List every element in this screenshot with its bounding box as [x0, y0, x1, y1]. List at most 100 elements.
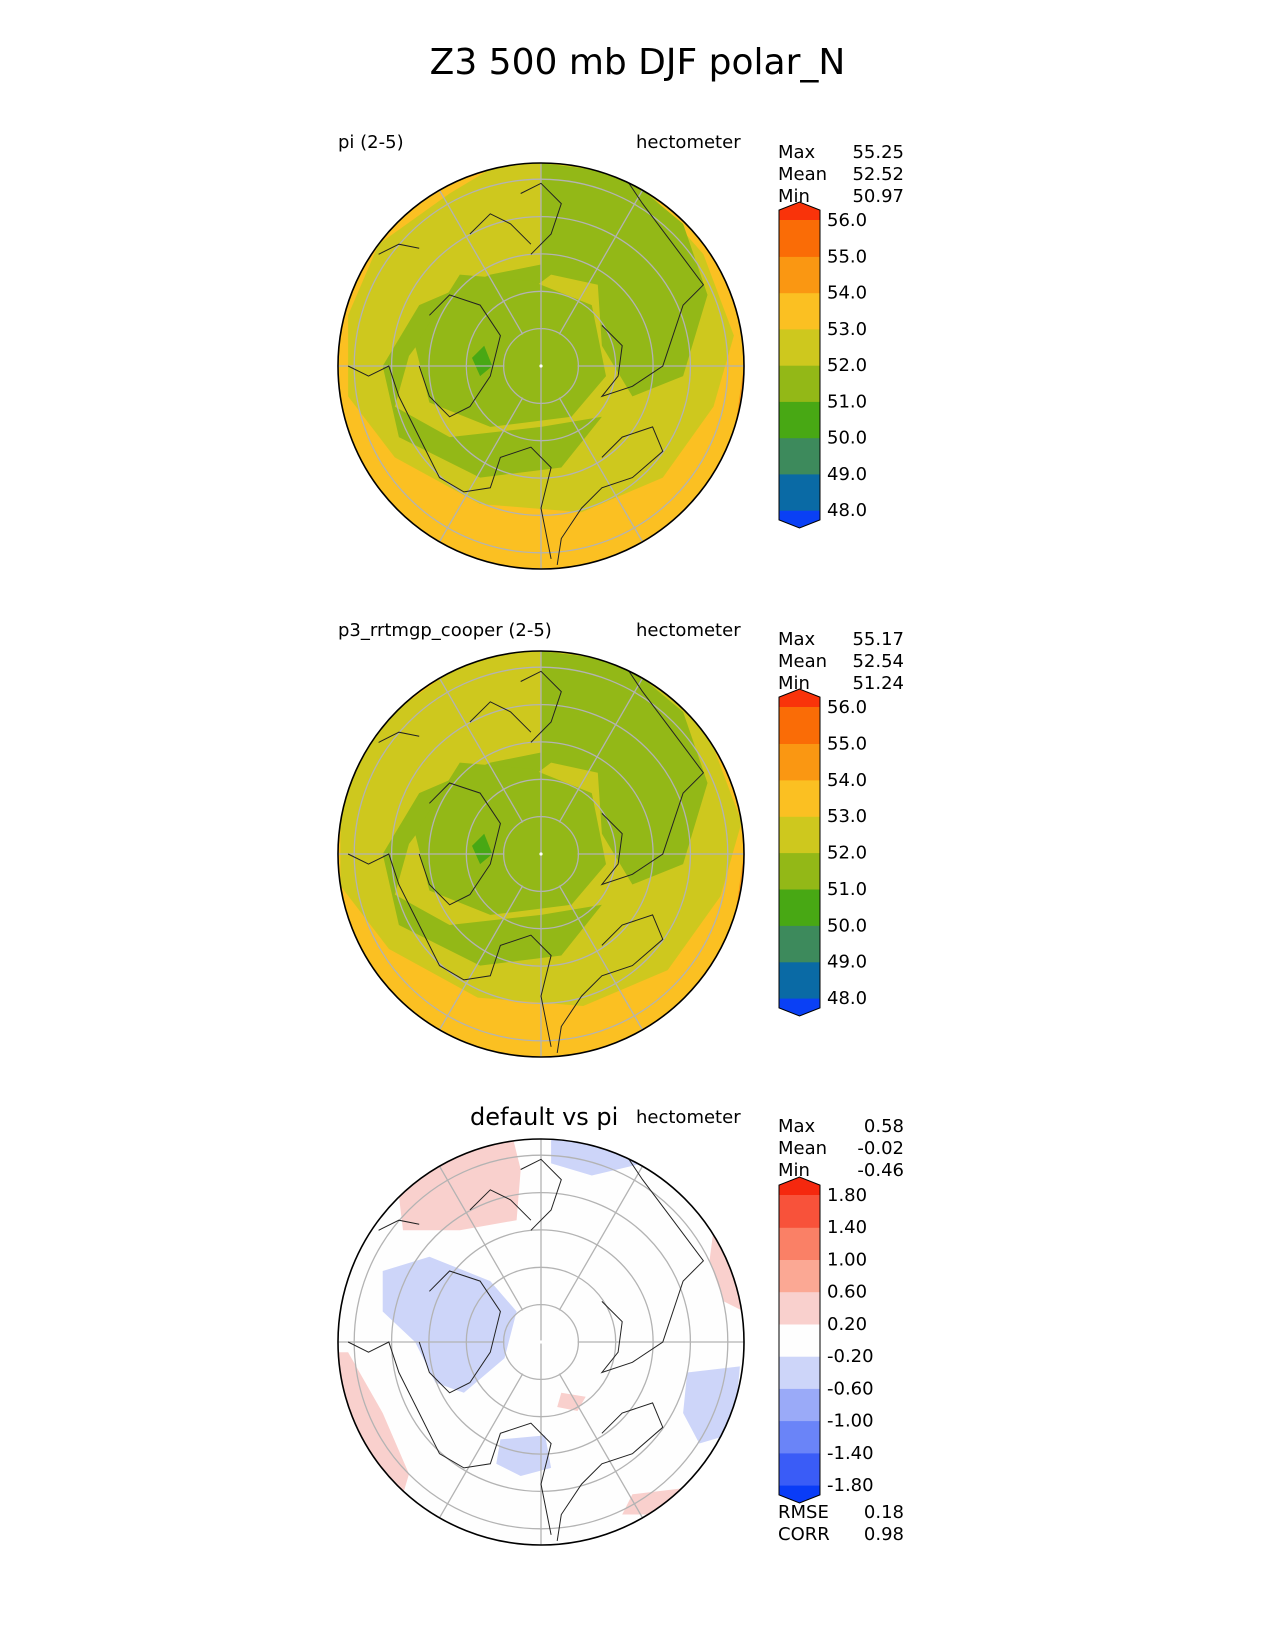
coastline	[520, 670, 562, 743]
figure-title: Z3 500 mb DJF polar_N	[429, 42, 846, 83]
stat-value: 50.97	[852, 186, 904, 207]
colorbar-tick-label: 54.0	[827, 283, 867, 304]
meridian-line	[558, 885, 644, 1031]
colorbar-outline	[778, 201, 821, 529]
stat-value: 52.52	[852, 164, 904, 185]
colorbar-tick-label: 53.0	[827, 319, 867, 340]
colorbar-tick-label: 56.0	[827, 210, 867, 231]
stat-label: CORR	[778, 1524, 830, 1545]
north-pole-marker	[539, 852, 543, 856]
coastline	[520, 182, 562, 255]
stat-value: 55.25	[852, 142, 904, 163]
map-boundary	[337, 1138, 745, 1546]
coastline	[418, 782, 501, 906]
colorbar-extend-max	[779, 202, 820, 220]
stat-label: RMSE	[778, 1502, 829, 1523]
colorbar-tick-label: -0.20	[827, 1346, 874, 1367]
stat-value: 52.54	[852, 651, 904, 672]
stat-value: 0.98	[863, 1524, 904, 1545]
colorbar-tick-label: -1.40	[827, 1443, 874, 1464]
colorbar-extend-max	[779, 689, 820, 707]
stat-value: 51.24	[852, 673, 904, 694]
colorbar-segment	[779, 292, 820, 330]
panel-3-units: hectometer	[636, 1107, 741, 1128]
meridian-line	[558, 189, 644, 335]
colorbar-segment	[779, 365, 820, 402]
north-pole-marker	[539, 1340, 543, 1344]
diff-positive-nw	[398, 1139, 521, 1231]
coastline	[469, 701, 532, 733]
stat-label: Max	[778, 1116, 816, 1137]
map-field	[338, 1139, 744, 1545]
colorbar-segment	[779, 1259, 820, 1293]
panel-3-diff-stats: RMSE 0.18 CORR 0.98	[778, 1502, 904, 1546]
colorbar-segment	[779, 256, 820, 294]
map-boundary	[337, 650, 745, 1058]
contour-54-band	[338, 345, 734, 561]
colorbar-tick-label: 0.60	[827, 1282, 867, 1303]
meridian-line	[438, 1165, 524, 1311]
meridian-line	[558, 1165, 644, 1311]
panel-2-units: hectometer	[636, 620, 741, 641]
colorbar-segment	[779, 437, 820, 475]
coastline	[556, 426, 664, 565]
meridian-line	[438, 885, 524, 1031]
stat-value: -0.02	[857, 1138, 904, 1159]
panel-1-units: hectometer	[636, 132, 741, 153]
colorbar-tick-label: 54.0	[827, 770, 867, 791]
contour-54-band	[338, 833, 734, 1049]
diff-positive-west	[338, 1352, 409, 1495]
colorbar-segment	[779, 1356, 820, 1389]
map-panel-2	[337, 650, 745, 1058]
colorbar-segment	[779, 1323, 820, 1357]
map-boundary	[337, 162, 745, 570]
map-panel-3	[337, 1138, 745, 1546]
colorbar-tick-label: 1.80	[827, 1185, 867, 1206]
map-panel-1	[337, 162, 745, 570]
meridian-line	[438, 1373, 524, 1519]
colorbar-segment	[779, 925, 820, 963]
coastline	[418, 1270, 501, 1394]
coastline	[378, 243, 420, 255]
stat-value: -0.46	[857, 1160, 904, 1181]
colorbar-tick-label: 1.00	[827, 1249, 867, 1270]
meridian-line	[438, 189, 524, 335]
colorbar-segment	[779, 888, 820, 926]
colorbar-tick-label: 48.0	[827, 988, 867, 1009]
coastline	[556, 914, 664, 1053]
colorbar-tick-label: 48.0	[827, 500, 867, 521]
map-field	[338, 651, 744, 1057]
coastline	[600, 660, 705, 886]
colorbar-segment	[779, 1195, 820, 1228]
panel-3-title: default vs pi	[470, 1103, 619, 1131]
colorbar-tick-label: 52.0	[827, 843, 867, 864]
contour-52-core	[415, 274, 606, 427]
panel-2-stats: Max 55.17 Mean 52.54 Min 51.24	[778, 629, 904, 695]
meridian-line	[558, 1373, 644, 1519]
colorbar-segment	[779, 1420, 820, 1454]
north-pole-marker	[539, 364, 543, 368]
stat-value: 0.18	[863, 1502, 904, 1523]
stat-label: Mean	[778, 164, 828, 185]
stat-label: Mean	[778, 1138, 828, 1159]
colorbar-tick-label: 51.0	[827, 391, 867, 412]
colorbar-segment	[779, 1227, 820, 1260]
meridian-line	[438, 677, 524, 823]
colorbar-tick-label: 50.0	[827, 428, 867, 449]
diff-negative-south	[496, 1435, 552, 1476]
colorbar-tick-label: 56.0	[827, 697, 867, 718]
stat-label: Min	[778, 186, 810, 207]
colorbar-tick-label: 51.0	[827, 879, 867, 900]
colorbar-tick-label: 49.0	[827, 952, 867, 973]
contour-51-fill	[472, 345, 493, 377]
colorbar-segment	[779, 707, 820, 744]
colorbar-segment	[779, 328, 820, 366]
colorbar-segment	[779, 1388, 820, 1422]
coastline	[600, 1148, 705, 1374]
coastline	[347, 853, 552, 1047]
colorbar-3: -1.80 -1.40 -1.00 -0.60 -0.20 0.20 0.60 1.00 1.4…	[778, 1176, 874, 1504]
coastline	[418, 294, 501, 418]
coastline	[347, 365, 552, 559]
contour-52-fill	[382, 651, 708, 966]
meridian-line	[558, 677, 644, 823]
